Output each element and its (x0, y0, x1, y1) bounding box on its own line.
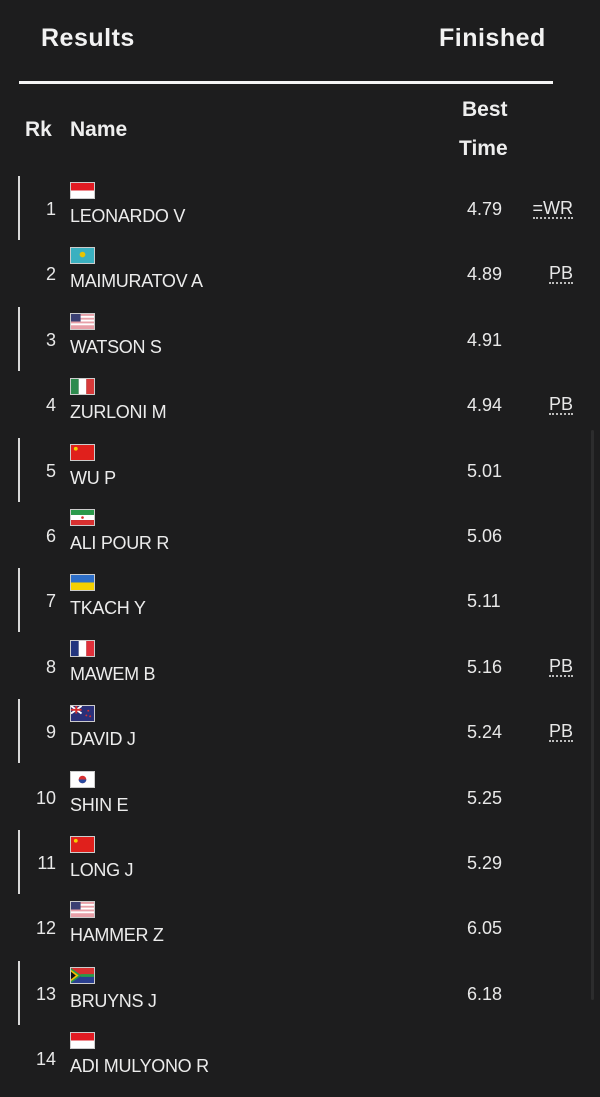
best-time: 4.94 (467, 395, 503, 416)
record-badge[interactable]: PB (548, 263, 573, 285)
record-badge[interactable]: PB (548, 655, 573, 677)
row-marker (18, 176, 20, 240)
athlete-name[interactable]: ALI POUR R (70, 533, 170, 553)
result-row[interactable]: 13 BRUYNS J 6.18 (0, 960, 600, 1025)
col-name: Name (70, 118, 128, 141)
best-time: 5.01 (467, 460, 503, 481)
best-time: 5.25 (467, 787, 503, 808)
athlete-name[interactable]: ADI MULYONO R (70, 1056, 209, 1077)
scrollbar[interactable] (591, 430, 594, 1000)
rank: 4 (45, 395, 56, 416)
row-marker (18, 568, 20, 633)
best-time: 5.16 (467, 656, 503, 677)
rank: 14 (35, 1049, 56, 1070)
flag-icon-chn (70, 443, 95, 461)
best-time: 4.89 (467, 264, 503, 285)
result-row[interactable]: 4 ZURLONI M 4.94 PB (0, 371, 600, 436)
result-row[interactable]: 10 SHIN E 5.25 (0, 764, 600, 829)
rank: 3 (45, 329, 56, 350)
record-badge[interactable]: PB (548, 721, 573, 743)
best-time: 5.06 (467, 526, 503, 546)
result-row[interactable]: 9 DAVID J 5.24 PB (0, 698, 600, 764)
result-row[interactable]: 14 ADI MULYONO R (0, 1025, 600, 1090)
flag-icon-rsa (70, 966, 95, 984)
rank: 2 (45, 264, 56, 285)
rank: 10 (35, 787, 56, 808)
best-time: 5.24 (467, 722, 503, 743)
rank: 11 (37, 853, 56, 873)
rank: 5 (45, 460, 56, 481)
result-row[interactable]: 8 MAWEM B 5.16 PB (0, 633, 600, 698)
athlete-name[interactable]: SHIN E (70, 794, 129, 815)
best-time: 6.18 (467, 983, 503, 1004)
flag-icon-kaz (70, 247, 95, 265)
flag-icon-usa (70, 312, 95, 330)
row-marker (18, 699, 20, 764)
flag-icon-kor (70, 770, 95, 788)
best-time: 5.11 (467, 591, 501, 612)
athlete-name[interactable]: HAMMER Z (70, 925, 164, 946)
col-rank: Rk (25, 118, 52, 141)
flag-icon-ita (70, 378, 95, 396)
rank: 1 (45, 199, 56, 219)
athlete-name[interactable]: WU P (70, 467, 116, 488)
athlete-name[interactable]: TKACH Y (70, 598, 146, 619)
result-row[interactable]: 7 TKACH Y 5.11 (0, 567, 600, 633)
athlete-name[interactable]: DAVID J (70, 729, 136, 750)
flag-icon-ina (70, 1032, 95, 1050)
flag-icon-chn (70, 836, 95, 853)
result-row[interactable]: 11 LONG J 5.29 (0, 829, 600, 894)
best-time: 4.91 (467, 329, 503, 350)
record-badge[interactable]: =WR (532, 198, 573, 219)
best-time: 6.05 (467, 918, 503, 939)
flag-icon-iri (70, 509, 95, 526)
best-time: 4.79 (467, 199, 503, 219)
athlete-name[interactable]: MAWEM B (70, 663, 156, 684)
record-badge[interactable]: PB (548, 394, 573, 416)
rank: 12 (35, 918, 56, 939)
row-marker (18, 960, 20, 1025)
col-best: Best (462, 98, 508, 121)
row-marker (18, 306, 20, 371)
flag-icon-fra (70, 639, 95, 657)
result-row[interactable]: 2 MAIMURATOV A 4.89 PB (0, 240, 600, 305)
header-divider (19, 81, 553, 84)
flag-icon-ina (70, 182, 95, 199)
result-row[interactable]: 5 WU P 5.01 (0, 437, 600, 502)
rank: 9 (45, 722, 56, 743)
athlete-name[interactable]: MAIMURATOV A (70, 271, 203, 292)
result-row[interactable]: 12 HAMMER Z 6.05 (0, 894, 600, 959)
result-row[interactable]: 6 ALI POUR R 5.06 (0, 502, 600, 567)
flag-icon-usa (70, 901, 95, 919)
rank: 6 (45, 526, 56, 546)
athlete-name[interactable]: LEONARDO V (70, 206, 186, 226)
results-title: Results (41, 24, 135, 52)
row-marker (18, 830, 20, 894)
athlete-name[interactable]: WATSON S (70, 336, 162, 357)
athlete-name[interactable]: BRUYNS J (70, 990, 157, 1011)
athlete-name[interactable]: ZURLONI M (70, 402, 167, 423)
status-label: Finished (439, 24, 546, 52)
best-time: 5.29 (467, 853, 503, 873)
rank: 13 (35, 983, 56, 1004)
flag-icon-ukr (70, 574, 95, 592)
flag-icon-nzl (70, 705, 95, 723)
athlete-name[interactable]: LONG J (70, 860, 134, 880)
rank: 7 (45, 591, 56, 612)
rank: 8 (45, 656, 56, 677)
row-marker (18, 437, 20, 502)
result-row[interactable]: 1 LEONARDO V 4.79 =WR (0, 175, 600, 240)
result-row[interactable]: 3 WATSON S 4.91 (0, 306, 600, 371)
col-time: Time (459, 137, 508, 160)
